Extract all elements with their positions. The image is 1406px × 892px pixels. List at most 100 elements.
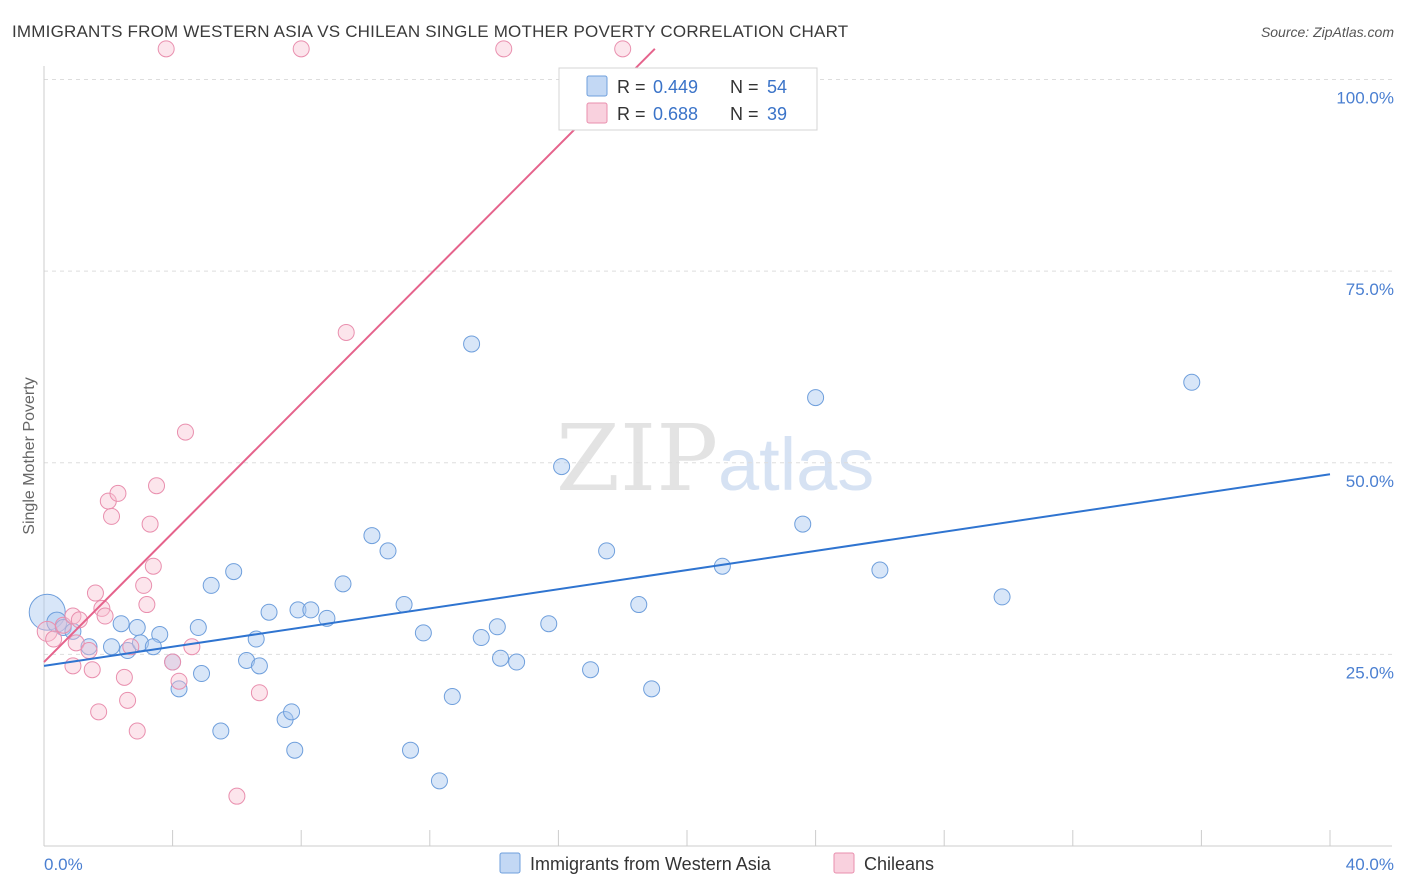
data-point-chileans	[135, 576, 153, 594]
data-point-immigrants	[379, 542, 397, 560]
data-point-immigrants	[189, 619, 207, 637]
legend-swatch-blue	[586, 75, 608, 97]
gridlines	[44, 79, 1392, 655]
data-point-chileans	[614, 40, 632, 58]
legend-n-label-1: N =	[730, 77, 759, 97]
y-tick-label: 100.0%	[1336, 89, 1394, 108]
legend-swatch-pink	[586, 102, 608, 124]
data-point-chileans	[103, 507, 121, 525]
data-point-chileans	[138, 596, 156, 614]
data-point-chileans	[228, 787, 246, 805]
data-point-chileans	[292, 40, 310, 58]
data-point-chileans	[90, 703, 108, 721]
chart-title: IMMIGRANTS FROM WESTERN ASIA VS CHILEAN …	[12, 22, 849, 41]
data-point-chileans	[164, 653, 182, 671]
data-point-chileans	[176, 423, 194, 441]
data-point-chileans	[148, 477, 166, 495]
legend-r-label-1: R =	[617, 77, 646, 97]
data-point-chileans	[128, 722, 146, 740]
data-point-immigrants	[508, 653, 526, 671]
data-point-immigrants	[488, 618, 506, 636]
data-point-chileans	[119, 691, 137, 709]
data-point-immigrants	[289, 601, 307, 619]
data-point-immigrants	[1183, 373, 1201, 391]
data-point-immigrants	[540, 615, 558, 633]
data-point-chileans	[115, 668, 133, 686]
y-tick-label: 50.0%	[1346, 472, 1394, 491]
source-label: Source: ZipAtlas.com	[1260, 24, 1394, 40]
data-point-immigrants	[463, 335, 481, 353]
data-point-immigrants	[193, 665, 211, 683]
x-tick-labels: 0.0% 40.0%	[44, 855, 1394, 874]
y-axis-label: Single Mother Poverty	[21, 377, 38, 534]
data-point-chileans	[183, 638, 201, 656]
watermark: ZIP atlas	[556, 405, 874, 512]
data-point-chileans	[141, 515, 159, 533]
data-point-immigrants	[363, 527, 381, 545]
data-point-immigrants	[414, 624, 432, 642]
data-point-chileans	[109, 484, 127, 502]
data-point-immigrants	[302, 601, 320, 619]
y-tick-label: 25.0%	[1346, 663, 1394, 682]
data-point-chileans	[170, 672, 188, 690]
data-point-chileans	[495, 40, 513, 58]
data-point-chileans	[45, 630, 63, 648]
data-point-chileans	[96, 607, 114, 625]
trend-lines	[43, 48, 1331, 667]
data-point-immigrants	[202, 576, 220, 594]
data-point-immigrants	[582, 661, 600, 679]
series-immigrants-western-asia	[28, 335, 1201, 790]
data-point-immigrants	[807, 389, 825, 407]
data-point-immigrants	[212, 722, 230, 740]
watermark-zip: ZIP	[556, 405, 718, 512]
data-point-chileans	[67, 634, 85, 652]
data-point-chileans	[250, 684, 268, 702]
data-point-immigrants	[250, 657, 268, 675]
data-point-chileans	[144, 557, 162, 575]
data-point-immigrants	[553, 458, 571, 476]
data-point-immigrants	[492, 649, 510, 667]
data-point-immigrants	[260, 603, 278, 621]
data-point-immigrants	[286, 741, 304, 759]
data-point-immigrants	[112, 615, 130, 633]
correlation-legend: R = 0.449 N = 54 R = 0.688 N = 39	[558, 67, 818, 131]
data-point-chileans	[337, 323, 355, 341]
y-tick-label: 75.0%	[1346, 280, 1394, 299]
data-point-immigrants	[598, 542, 616, 560]
data-point-immigrants	[283, 703, 301, 721]
x-tick-label-min: 0.0%	[44, 855, 83, 874]
data-point-immigrants	[472, 629, 490, 647]
data-point-immigrants	[993, 588, 1011, 606]
legend-swatch-immigrants	[499, 852, 521, 874]
legend-r-label-2: R =	[617, 104, 646, 124]
legend-swatch-chileans	[833, 852, 855, 874]
data-point-chileans	[80, 642, 98, 660]
watermark-atlas: atlas	[718, 423, 874, 506]
legend-label-immigrants: Immigrants from Western Asia	[530, 854, 772, 874]
data-point-immigrants	[443, 688, 461, 706]
legend-n-value-2: 39	[767, 104, 787, 124]
legend-r-value-1: 0.449	[653, 77, 698, 97]
series-legend: Immigrants from Western Asia Chileans	[499, 852, 934, 874]
data-point-immigrants	[238, 652, 256, 670]
trend-line-chileans	[43, 48, 656, 663]
data-point-immigrants	[630, 596, 648, 614]
x-tick-label-max: 40.0%	[1346, 855, 1394, 874]
legend-n-label-2: N =	[730, 104, 759, 124]
legend-label-chileans: Chileans	[864, 854, 934, 874]
data-point-immigrants	[395, 596, 413, 614]
trend-line-immigrants	[43, 473, 1331, 667]
data-point-immigrants	[430, 772, 448, 790]
data-point-immigrants	[334, 575, 352, 593]
legend-n-value-1: 54	[767, 77, 787, 97]
data-point-immigrants	[402, 741, 420, 759]
data-point-immigrants	[871, 561, 889, 579]
data-point-immigrants	[225, 563, 243, 581]
data-point-chileans	[86, 584, 104, 602]
data-point-immigrants	[80, 638, 98, 656]
data-point-chileans	[157, 40, 175, 58]
data-point-immigrants	[643, 680, 661, 698]
legend-r-value-2: 0.688	[653, 104, 698, 124]
y-tick-labels: 25.0% 50.0% 75.0% 100.0%	[1336, 89, 1394, 683]
